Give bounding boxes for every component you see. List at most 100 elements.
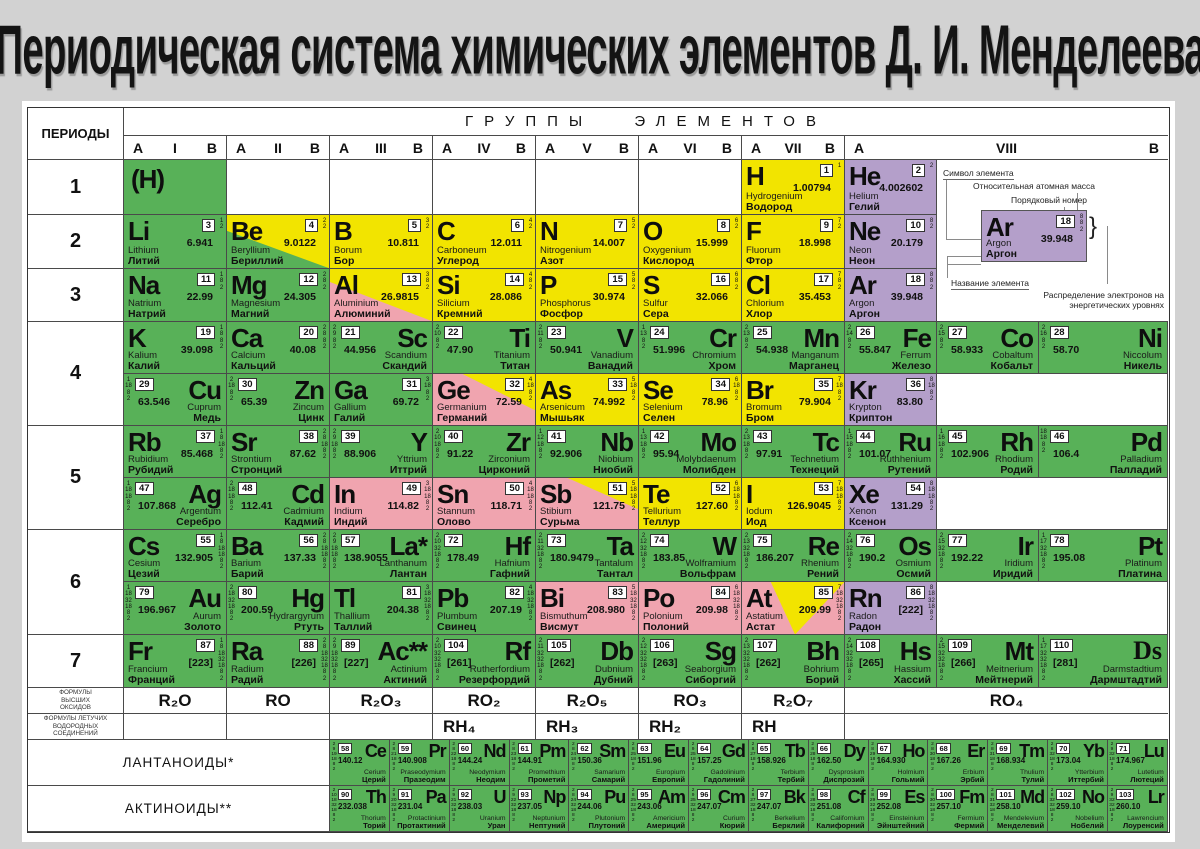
element-symbol: Mn [803,323,840,353]
atomic-number: 46 [1050,430,1069,443]
table-panel: ПЕРИОДЫ ГРУППЫ ЭЛЕМЕНТОВ А I В А II В А III В А IV… [22,101,1175,842]
element-cell-Ru: Ru 44 101.07 Ruthhenium Рутений 1 15 18 8 2 [845,426,937,478]
electron-shells: 3 18 32 18 8 2 [424,585,431,623]
legend-box: Символ элемента Относительная атомная мас… [937,160,1168,322]
russian-name: Торий [363,821,386,830]
atomic-mass: [227] [344,657,369,669]
element-symbol: Pd [1130,427,1163,457]
element-symbol: C [437,216,456,246]
atomic-mass: 121.75 [592,500,625,512]
element-cell-Ta: Ta 73 180.9479 Tantalum Тантал 2 11 32 18 8 2 [536,530,639,582]
legend-connector-line [947,264,981,265]
atomic-mass: [266] [951,657,976,669]
element-cell-Cd: Cd 48 112.41 Cadmium Кадмий 2 18 18 8 2 [227,478,330,530]
electron-shells: 4 18 8 2 [527,377,534,402]
russian-name: Америций [646,821,686,830]
atomic-mass: 178.49 [447,552,480,564]
element-symbol: Rf [504,636,531,666]
latin-name: Calcium [231,350,266,361]
legend-connector-line [947,256,981,257]
electron-shells: 2 8 25 32 18 8 2 [630,788,636,823]
atomic-mass: 15.999 [695,237,728,249]
element-symbol: Br [746,375,774,405]
electron-shells: 2 8 21 18 8 2 [391,742,397,772]
atomic-mass: [223] [188,657,213,669]
atomic-mass: 158.926 [756,756,786,765]
atomic-number: 72 [444,534,463,547]
atomic-number: 42 [650,430,669,443]
atomic-number: 90 [338,789,353,800]
element-cell-K: K 19 39.098 Kalium Калий 1 8 8 2 [124,322,227,374]
russian-name: Полоний [643,621,689,633]
russian-name: Углерод [437,255,479,267]
latin-name: Krypton [849,402,882,413]
latin-name: Hydrargyrum [269,611,324,622]
element-row: Cs 55 132.905 Cesium Цезий 1 8 18 18 8 2 Ba 56 137.33… [124,530,1168,582]
latin-name: Borum [334,245,362,256]
latin-name: Gadolinium [710,769,745,776]
electron-shells: 2 8 30 18 8 2 [929,742,936,772]
element-cell-Os: Os 76 190.2 Osmium Осмий 2 14 32 18 8 2 [845,530,937,582]
element-symbol: Pb [437,583,469,613]
atomic-mass: 106.4 [1053,448,1080,460]
atomic-number: 37 [196,430,215,443]
element-cell-Au: Au 79 196.967 Aurum Золото 1 18 32 18 8 2 [124,582,227,635]
element-symbol: Sn [437,479,469,509]
empty-cell [536,160,639,215]
russian-name: Цирконий [478,464,530,476]
element-symbol: Th [365,787,387,807]
element-cell-Te: Te 52 127.60 Tellurium Теллур 6 18 18 8 2 [639,478,742,530]
atomic-number: 51 [608,482,627,495]
atomic-number: 83 [608,586,627,599]
latin-name: Cerium [363,769,386,776]
element-symbol: Tm [1019,741,1045,761]
atomic-mass: 95.94 [653,448,680,460]
russian-name: Мейтнерий [975,674,1033,686]
electron-shells: 1 12 18 8 2 [537,429,544,461]
electron-shells: 1 13 8 2 [640,325,647,350]
atomic-mass: 107.868 [138,500,176,512]
atomic-number: 24 [650,326,669,339]
atomic-mass: 12.011 [490,237,522,249]
russian-name: Бериллий [231,255,284,267]
element-cell-Al: Al 13 26.9815 Aluminium Алюминий 3 8 2 [330,269,433,322]
electron-shells: 2 14 8 2 [846,325,853,350]
latin-name: Seaborgium [684,664,736,675]
element-cell-Na: Na 11 22.99 Natrium Натрий 1 8 2 [124,269,227,322]
electron-shells: 1 18 8 2 [125,377,132,402]
element-symbol: Sg [704,636,737,666]
atomic-mass: 167.26 [936,756,961,765]
atomic-number: 11 [196,273,215,286]
element-cell-P: P 15 30.974 Phosphorus Фосфор 5 8 2 [536,269,639,322]
electron-shells: 1 17 32 18 8 2 [1040,533,1047,571]
element-cell-Ir: Ir 77 192.22 Iridium Иридий 2 15 32 18 8 2 [937,530,1039,582]
atomic-number: 5 [407,219,421,232]
russian-name: Гелий [849,201,880,213]
atomic-number: 2 [911,164,925,177]
atomic-number: 78 [1050,534,1069,547]
atomic-number: 32 [505,378,524,391]
element-symbol: Sc [397,323,428,353]
russian-name: Протактиний [397,821,446,830]
element-symbol: Ba [231,531,263,561]
element-symbol: Fm [959,787,985,807]
latin-name: Plumbum [437,611,478,622]
latin-name: Fluorum [746,245,781,256]
atomic-mass: 24.305 [283,291,316,303]
latin-name: Terbium [780,769,805,776]
subgroup-a-label: А [339,139,350,156]
russian-name: Радон [849,621,882,633]
element-cell-Li: Li 3 6.941 Lithium Литий 1 2 [124,215,227,269]
empty-cell [433,160,536,215]
russian-name: Борий [805,674,839,686]
atomic-number: 34 [711,378,730,391]
atomic-number: 38 [299,430,318,443]
subgroup-b-label: В [618,139,629,156]
period-number: 7 [28,635,124,688]
atomic-number: 3 [201,219,215,232]
atomic-number: 7 [613,219,627,232]
latin-name: Stibium [540,506,572,517]
electron-shells: 2 9 18 18 8 2 [331,533,338,571]
